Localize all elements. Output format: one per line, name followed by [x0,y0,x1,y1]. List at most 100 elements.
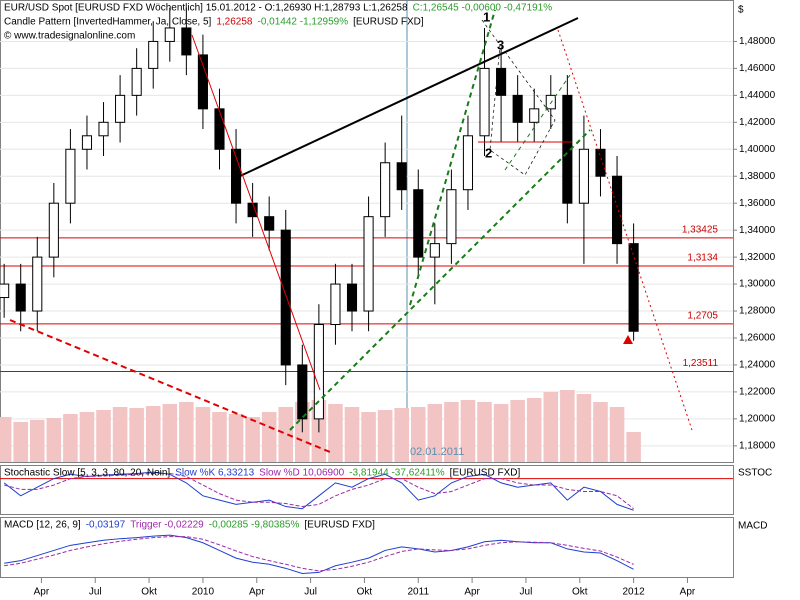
x-tick-label: Jul [89,587,102,598]
candle-body [330,283,341,326]
volume-bar [576,394,592,462]
volume-bar [493,404,509,462]
header-text: [EURUSD FXD] [353,17,424,28]
header-text: Trigger -0,02229 [130,520,204,531]
volume-bar [328,404,343,462]
candle-body [396,162,407,191]
panel-label: SSTOC [738,468,772,479]
y-tick-label: 1,22000 [739,387,776,398]
volume-bar [560,390,575,462]
volume-bar [179,402,194,462]
header-text: [EURUSD FXD] [304,520,375,531]
level-label: 1,2705 [687,310,718,321]
x-tick-label: Okt [572,587,588,598]
candle-body [313,324,324,420]
candle-body [32,256,43,312]
volume-bar [0,417,12,462]
volume-bar [212,412,227,462]
main-panel [0,0,734,463]
candle-body [496,67,507,96]
volume-bar [427,404,443,462]
candle-body [164,27,175,42]
y-tick-label: 1,48000 [739,36,776,47]
y-tick-label: 1,38000 [739,171,776,182]
candle-body [15,283,26,312]
stochastic-panel [0,465,734,515]
header-text: Candle Pattern [InvertedHammer, Ja, Clos… [4,17,212,28]
x-tick-label: Apr [680,587,696,598]
header-text: -0,00285 -9,80385% [209,520,300,531]
x-tick-label: Okt [357,587,373,598]
volume-bar [626,432,641,462]
level-label: 1,3134 [687,253,718,264]
header-text: Slow %D 10,06900 [259,468,344,479]
y-tick-label: 1,30000 [739,279,776,290]
candle-body [380,162,391,218]
candle-body [81,135,93,150]
pattern-outline [481,19,556,176]
date-label: 02.01.2011 [410,446,464,458]
level-label: 1,23511 [683,358,719,369]
y-tick-label: 1,18000 [739,440,776,451]
volume-layer [0,390,641,462]
candle-body [413,189,424,258]
header-text: C:1,26545 -0,00600 -0,47191% [413,3,553,14]
y-tick-label: 1,26000 [739,333,776,344]
x-tick-label: Jul [520,587,533,598]
header-text: -0,03197 [86,520,126,531]
x-tick-label: Apr [249,587,265,598]
candle-body [131,67,142,96]
volume-bar [278,407,294,462]
candle-body [0,283,10,299]
volume-bar [162,404,178,462]
trendline [289,129,591,431]
signal-marker [623,335,633,344]
candle-body [462,135,474,191]
y-tick-label: 1,24000 [739,360,776,371]
header-text: [EURUSD FXD] [450,468,521,479]
volume-bar [593,402,608,462]
y-tick-label: 1,34000 [739,225,776,236]
volume-bar [344,407,360,462]
candle-body [479,67,490,137]
y-tick-label: 1,46000 [739,63,776,74]
y-tick-label: 1,36000 [739,198,776,209]
x-tick-label: 2010 [192,587,215,598]
y-tick-label: 1,28000 [739,306,776,317]
trendline [409,9,496,306]
volume-bar [394,408,409,462]
volume-bar [195,407,211,462]
candle-body [429,243,440,258]
candle-body [247,202,258,218]
y-tick-label: 1,32000 [739,252,776,263]
panel-label: MACD [738,521,767,532]
volume-bar [46,418,62,462]
x-tick-label: 2012 [622,587,645,598]
candle-body [611,175,623,245]
volume-bar [444,402,459,462]
volume-bar [96,410,111,462]
header-text: Slow %K 6,33213 [175,468,254,479]
pattern-label: 1 [483,9,490,24]
candle-body [595,148,606,177]
trendline [191,34,321,391]
candle-body [512,94,523,123]
candle-body [346,283,358,312]
volume-bar [410,407,426,462]
header-text: -0,01442 -1,12959% [257,17,348,28]
candle-body [65,148,76,204]
volume-bar [13,422,28,462]
x-tick-label: 2011 [408,587,430,598]
volume-bar [29,420,45,462]
volume-bar [228,414,244,462]
volume-bar [361,412,376,462]
candle-body [297,364,308,420]
volume-bar [477,402,492,462]
volume-bar [63,414,78,462]
trendline [9,319,331,453]
indicator-line [4,536,634,572]
y-axis-label: $ [738,5,744,16]
macd-panel [0,517,734,578]
candle-body [181,27,192,56]
volume-bar [261,412,277,462]
